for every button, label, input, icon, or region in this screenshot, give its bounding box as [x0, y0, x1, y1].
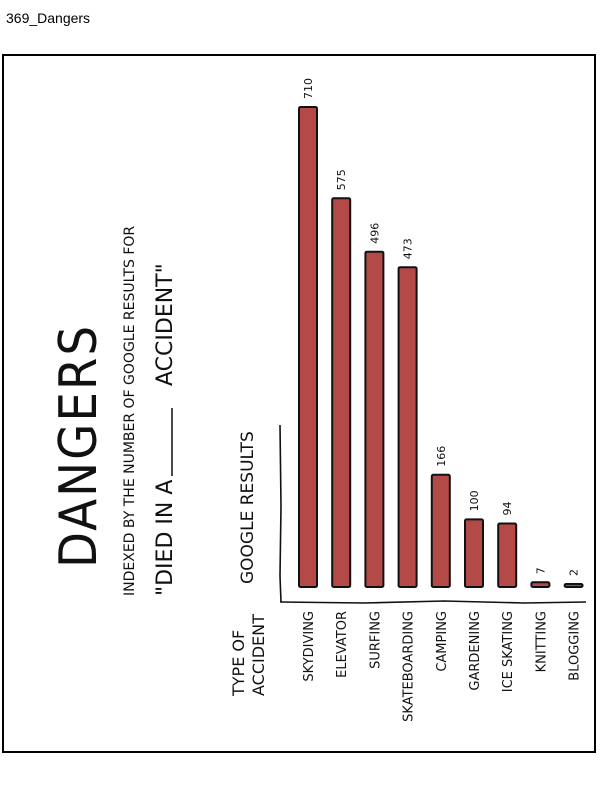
value-label: 496 [368, 223, 381, 244]
chart-subtitle: INDEXED BY THE NUMBER OF GOOGLE RESULTS … [122, 226, 138, 596]
bar-camping [430, 473, 451, 588]
category-label: BLOGGING [568, 611, 583, 681]
value-label: 473 [402, 238, 415, 259]
bar-elevator [331, 197, 352, 589]
category-label: GARDENING [468, 611, 483, 691]
value-label: 94 [501, 502, 514, 516]
query-suffix: ACCIDENT" [153, 263, 178, 386]
category-header-line1: TYPE OF [229, 630, 248, 697]
bars-group: 710 SKYDIVING 575 ELEVATOR 496 SURFING 473 SKAT… [298, 78, 584, 722]
value-label: 710 [302, 78, 315, 99]
category-label: ICE SKATING [501, 611, 516, 692]
bar-skydiving [298, 106, 318, 588]
bar-ice-skating [497, 522, 518, 588]
page-caption: 369_Dangers [6, 10, 91, 26]
category-label: ELEVATOR [335, 611, 350, 678]
value-header: GOOGLE RESULTS [238, 431, 258, 584]
value-label: 100 [468, 490, 481, 511]
comic-panel: DANGERS INDEXED BY THE NUMBER OF GOOGLE … [2, 54, 596, 753]
dangers-chart: DANGERS INDEXED BY THE NUMBER OF GOOGLE … [49, 78, 587, 722]
category-label: KNITTING [534, 611, 549, 672]
bar-surfing [364, 250, 385, 588]
category-label: SURFING [368, 611, 383, 669]
value-label: 7 [534, 567, 547, 574]
category-label: CAMPING [435, 611, 450, 672]
chart-title: DANGERS [49, 324, 109, 568]
category-header-line2: ACCIDENT [249, 614, 268, 696]
category-label: SKATEBOARDING [402, 611, 417, 722]
bar-knitting [530, 581, 551, 588]
value-label: 2 [568, 569, 581, 576]
value-label: 166 [435, 446, 448, 467]
category-label: SKYDIVING [302, 611, 317, 682]
bar-skateboarding [397, 266, 418, 588]
query-prefix: "DIED IN A [153, 480, 178, 596]
category-axis-line [279, 600, 587, 604]
bar-gardening [464, 518, 484, 588]
value-label: 575 [335, 169, 348, 190]
bar-blogging [563, 583, 584, 588]
value-axis-line [279, 424, 282, 603]
